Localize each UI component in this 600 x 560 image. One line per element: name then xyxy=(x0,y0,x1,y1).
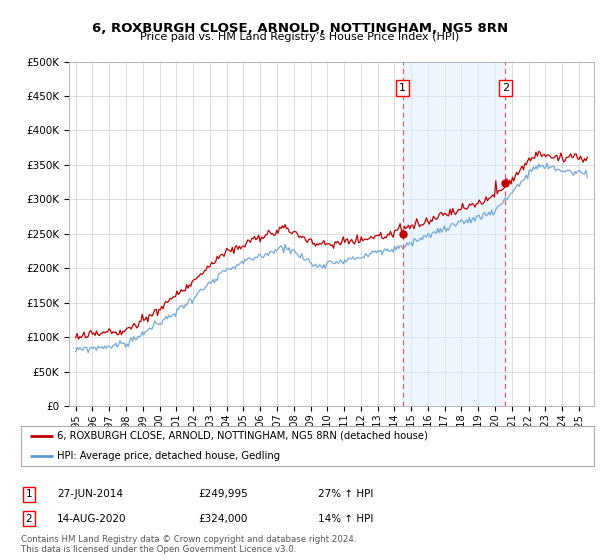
Text: Price paid vs. HM Land Registry’s House Price Index (HPI): Price paid vs. HM Land Registry’s House … xyxy=(140,32,460,43)
Text: 14-AUG-2020: 14-AUG-2020 xyxy=(57,514,127,524)
Text: 14% ↑ HPI: 14% ↑ HPI xyxy=(318,514,373,524)
Text: HPI: Average price, detached house, Gedling: HPI: Average price, detached house, Gedl… xyxy=(57,451,280,461)
Text: 1: 1 xyxy=(25,489,32,500)
Text: £324,000: £324,000 xyxy=(198,514,247,524)
Text: 6, ROXBURGH CLOSE, ARNOLD, NOTTINGHAM, NG5 8RN: 6, ROXBURGH CLOSE, ARNOLD, NOTTINGHAM, N… xyxy=(92,22,508,35)
Text: £249,995: £249,995 xyxy=(198,489,248,500)
Text: 6, ROXBURGH CLOSE, ARNOLD, NOTTINGHAM, NG5 8RN (detached house): 6, ROXBURGH CLOSE, ARNOLD, NOTTINGHAM, N… xyxy=(57,431,428,441)
Text: 2: 2 xyxy=(502,83,509,93)
Bar xyxy=(403,62,505,406)
Text: 27% ↑ HPI: 27% ↑ HPI xyxy=(318,489,373,500)
Text: 1: 1 xyxy=(399,83,406,93)
Text: 27-JUN-2014: 27-JUN-2014 xyxy=(57,489,123,500)
Text: Contains HM Land Registry data © Crown copyright and database right 2024.
This d: Contains HM Land Registry data © Crown c… xyxy=(21,535,356,554)
Text: 2: 2 xyxy=(25,514,32,524)
